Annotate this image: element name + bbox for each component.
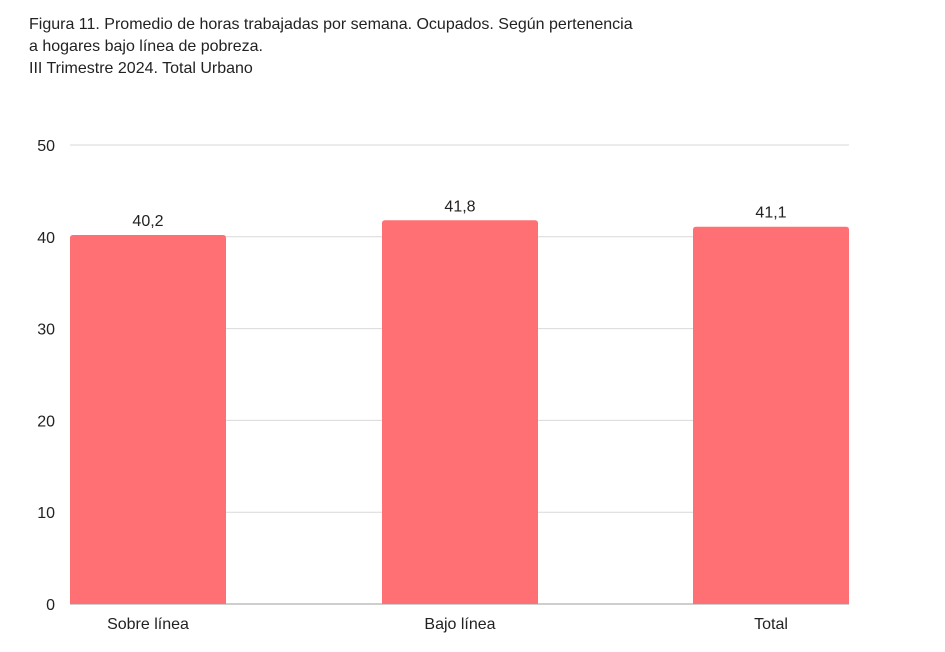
y-tick-label: 50 xyxy=(37,138,55,155)
category-label: Bajo línea xyxy=(424,616,495,633)
category-label: Sobre línea xyxy=(107,616,189,633)
y-tick-label: 20 xyxy=(37,413,55,430)
y-tick-label: 10 xyxy=(37,505,55,522)
chart-title-line-1: Figura 11. Promedio de horas trabajadas … xyxy=(29,16,633,33)
category-label: Total xyxy=(754,616,788,633)
y-axis-ticks: 0 10 20 30 40 50 xyxy=(37,138,55,614)
data-label: 41,8 xyxy=(444,198,475,215)
y-tick-label: 0 xyxy=(46,597,55,614)
y-tick-label: 40 xyxy=(37,230,55,247)
y-tick-label: 30 xyxy=(37,322,55,339)
bar xyxy=(70,234,226,605)
data-labels: 40,2 41,8 41,1 xyxy=(132,198,786,230)
data-label: 40,2 xyxy=(132,213,163,230)
chart-title-line-2: a hogares bajo línea de pobreza. xyxy=(29,38,263,55)
data-label: 41,1 xyxy=(755,205,786,222)
chart-title-line-3: III Trimestre 2024. Total Urbano xyxy=(29,60,253,77)
bars xyxy=(70,220,849,605)
chart-title: Figura 11. Promedio de horas trabajadas … xyxy=(29,14,789,80)
x-axis-categories: Sobre línea Bajo línea Total xyxy=(107,616,788,633)
bar xyxy=(693,226,849,604)
bar xyxy=(382,220,538,604)
